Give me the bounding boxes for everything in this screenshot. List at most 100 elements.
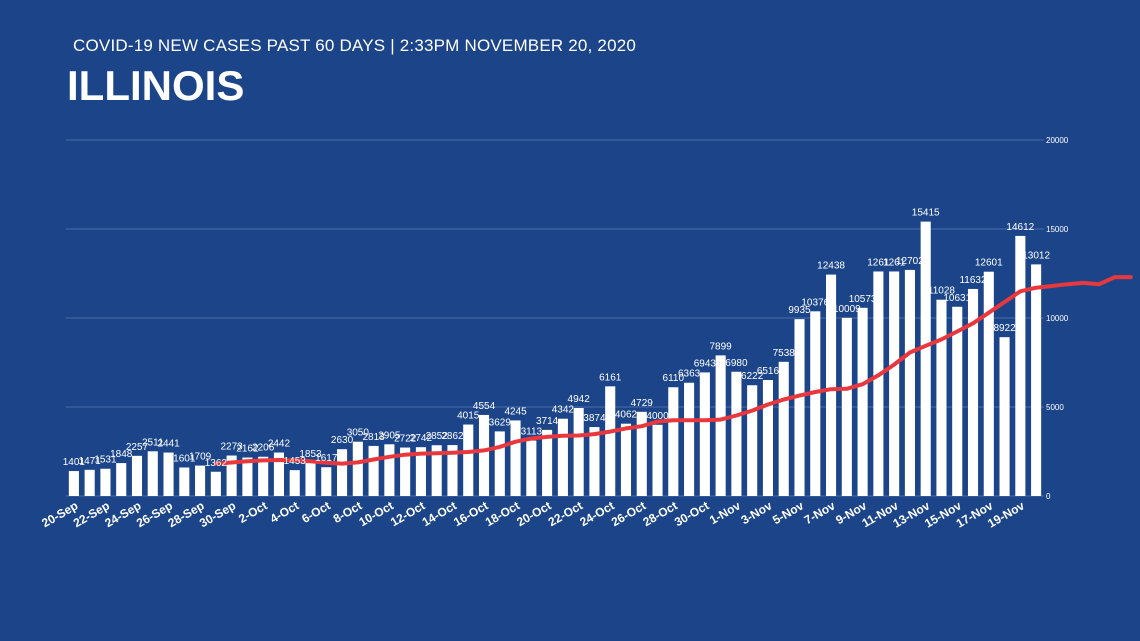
data-label: 10631 bbox=[943, 293, 971, 304]
x-tick-label: 2-Oct bbox=[236, 498, 270, 525]
data-label: 2852 bbox=[426, 431, 449, 442]
x-tick-label: 7-Nov bbox=[802, 498, 838, 527]
data-label: 2441 bbox=[157, 439, 180, 450]
data-label: 3629 bbox=[489, 417, 512, 428]
data-label: 6516 bbox=[757, 366, 780, 377]
bar bbox=[163, 452, 174, 496]
data-label: 6110 bbox=[663, 373, 685, 384]
data-label: 11632 bbox=[959, 275, 987, 286]
bar bbox=[904, 269, 915, 496]
bar bbox=[494, 431, 505, 496]
data-label: 3050 bbox=[347, 428, 370, 439]
bar bbox=[684, 382, 695, 496]
bar bbox=[620, 423, 632, 496]
data-label: 1401 bbox=[63, 457, 86, 468]
data-label: 3874 bbox=[583, 413, 606, 424]
bar bbox=[920, 221, 931, 496]
data-label: 1362 bbox=[205, 458, 228, 469]
x-tick-label: 14-Oct bbox=[420, 498, 459, 529]
bar bbox=[668, 387, 679, 496]
data-label: 4729 bbox=[631, 398, 654, 409]
bar bbox=[431, 445, 442, 496]
bar bbox=[857, 307, 868, 496]
x-tick-label: 1-Nov bbox=[707, 498, 743, 527]
bar bbox=[131, 455, 143, 496]
data-label: 6363 bbox=[678, 369, 701, 380]
x-tick-label: 16-Oct bbox=[451, 498, 490, 529]
data-label: 2722 bbox=[394, 434, 417, 445]
data-label: 4000 bbox=[646, 411, 669, 422]
x-tick-label: 6-Oct bbox=[299, 498, 333, 525]
data-label: 1261 bbox=[867, 257, 890, 268]
data-label: 13012 bbox=[1022, 250, 1050, 261]
bar bbox=[289, 470, 300, 496]
bar bbox=[810, 311, 821, 496]
data-label: 6980 bbox=[725, 358, 748, 369]
bar bbox=[273, 452, 284, 496]
bar bbox=[699, 372, 710, 496]
data-label: 14612 bbox=[1006, 222, 1034, 233]
data-label: 4342 bbox=[552, 405, 575, 416]
bar bbox=[242, 457, 253, 496]
data-label: 11028 bbox=[928, 286, 956, 297]
y-tick-label: 20000 bbox=[1046, 136, 1069, 145]
data-label: 4942 bbox=[568, 394, 591, 405]
data-label: 2742 bbox=[410, 433, 433, 444]
data-label: 1601 bbox=[173, 454, 196, 465]
x-tick-label: 20-Oct bbox=[514, 498, 553, 529]
bar bbox=[605, 386, 616, 496]
bar bbox=[762, 380, 773, 496]
bar bbox=[463, 424, 474, 496]
chart-title: ILLINOIS bbox=[67, 62, 245, 109]
data-label: 4554 bbox=[473, 401, 496, 412]
bar bbox=[400, 447, 411, 496]
bar bbox=[68, 471, 79, 496]
bar bbox=[447, 445, 458, 496]
bar bbox=[747, 385, 758, 496]
data-label: 1709 bbox=[189, 452, 212, 463]
bar bbox=[967, 288, 979, 496]
bar bbox=[841, 317, 852, 496]
bar bbox=[100, 468, 111, 496]
bar bbox=[226, 455, 237, 496]
bar bbox=[557, 418, 568, 496]
x-tick-label: 18-Oct bbox=[483, 498, 522, 529]
bar bbox=[1031, 264, 1042, 496]
data-label: 2511 bbox=[142, 437, 164, 448]
bar bbox=[147, 451, 158, 496]
data-label: 12601 bbox=[975, 258, 1003, 269]
data-label: 4062 bbox=[615, 410, 638, 421]
data-label: 1531 bbox=[94, 455, 117, 466]
data-label: 2206 bbox=[252, 443, 275, 454]
data-label: 12702 bbox=[896, 256, 924, 267]
bar bbox=[589, 427, 600, 496]
data-label: 4015 bbox=[457, 411, 480, 422]
bar bbox=[384, 444, 395, 496]
data-label: 2162 bbox=[236, 444, 259, 455]
bar bbox=[778, 361, 789, 496]
bar bbox=[478, 414, 490, 496]
chart-subtitle: COVID-19 NEW CASES PAST 60 DAYS | 2:33PM… bbox=[73, 36, 637, 55]
bar bbox=[526, 440, 537, 496]
bar bbox=[258, 456, 269, 496]
data-label: 1853 bbox=[299, 449, 322, 460]
bar bbox=[179, 467, 190, 496]
data-label: 9935 bbox=[788, 305, 811, 316]
x-tick-label: 12-Oct bbox=[388, 498, 427, 529]
data-label: 12438 bbox=[817, 261, 845, 272]
bar bbox=[415, 447, 426, 496]
x-tick-label: 22-Oct bbox=[546, 498, 585, 529]
bar bbox=[636, 411, 647, 496]
data-label: 10009 bbox=[833, 304, 861, 315]
y-tick-label: 10000 bbox=[1046, 314, 1069, 323]
x-tick-label: 26-Oct bbox=[609, 498, 648, 529]
bar bbox=[873, 271, 884, 496]
data-label: 15415 bbox=[912, 208, 940, 219]
data-label: 6943 bbox=[694, 358, 717, 369]
data-label: 2905 bbox=[378, 430, 401, 441]
bar bbox=[952, 306, 963, 496]
y-tick-label: 15000 bbox=[1046, 225, 1069, 234]
bar bbox=[573, 408, 584, 496]
data-label: 2630 bbox=[331, 435, 354, 446]
